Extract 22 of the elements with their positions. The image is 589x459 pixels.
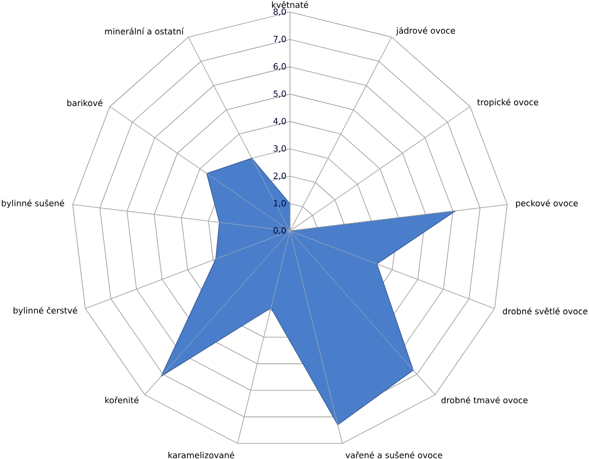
spoke-label: peckové ovoce xyxy=(516,199,578,208)
spoke-label: kořenité xyxy=(105,396,138,404)
y-tick-label: 8,0 xyxy=(274,8,286,16)
spoke-label: bylinné čerstvé xyxy=(14,306,78,315)
spoke-label: drobné světlé ovoce xyxy=(502,307,588,314)
y-tick-label: 3,0 xyxy=(274,145,286,152)
spoke-label: tropické ovoce xyxy=(477,98,538,107)
y-tick-label: 7,0 xyxy=(274,36,286,43)
y-tick-label: 2,0 xyxy=(274,172,286,180)
spoke-label: drobné tmavé ovoce xyxy=(441,396,528,404)
spoke-label: vařené a sušené ovoce xyxy=(346,451,442,458)
spoke-label: karamelizované xyxy=(168,451,234,458)
y-tick-label: 6,0 xyxy=(274,62,286,70)
spoke-label: jádrové ovoce xyxy=(396,26,456,36)
spoke-label: květnaté xyxy=(272,0,308,8)
spoke-label: barikové xyxy=(67,99,102,106)
y-tick-label: 0,0 xyxy=(274,227,286,234)
spoke-label: bylinné sušené xyxy=(2,199,64,208)
y-tick-label: 4,0 xyxy=(273,118,286,125)
spoke-label: minerální a ostatní xyxy=(105,27,184,34)
y-tick-label: 5,0 xyxy=(274,90,286,98)
y-tick-label: 1,0 xyxy=(274,200,286,207)
